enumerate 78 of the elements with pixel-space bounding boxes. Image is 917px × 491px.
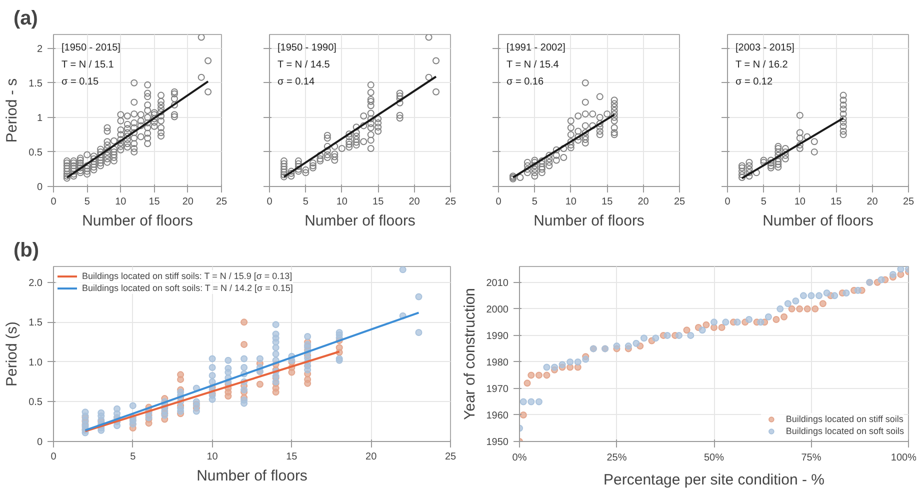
y-tick-label: 2 [36,44,43,55]
y-tick-label: 1970 [486,384,509,395]
x-tick-label: 0 [50,196,57,208]
x-tick-label: 10 [206,452,218,462]
chart-title: (a) [14,8,38,30]
annotation: T = N / 15.4 [506,60,560,70]
x-tick-label: 5 [130,452,136,462]
chart-title: (b) [14,240,40,262]
legend-label: Buildings located on stiff soils: T = N / 15.9 [σ = 0.13] [82,270,292,282]
x-tick-label: 15 [830,196,842,208]
y-tick-label: 1 [36,112,43,124]
y-axis-title: Year of construction [461,288,478,420]
annotation: T = N / 16.2 [736,60,788,70]
y-tick-label: 2.0 [28,278,43,289]
x-tick-label: 25 [216,196,228,208]
x-tick-label: 15 [602,196,614,208]
x-tick-label: 25 [444,196,456,208]
x-axis-title: Number of floors [304,212,416,230]
annotation: σ = 0.15 [62,76,99,88]
x-tick-label: 25 [674,196,686,208]
x-tick-label: 25% [606,452,627,464]
annotation: T = N / 15.1 [62,60,114,70]
y-tick-label: 1.5 [28,78,43,90]
annotation: σ = 0.12 [736,76,773,88]
annotation: [2003 - 2015] [736,42,795,54]
x-tick-label: 0 [724,196,731,208]
x-tick-label: 5 [532,196,538,208]
x-tick-label: 100% [890,452,917,464]
y-tick-label: 1.5 [28,318,43,329]
x-tick-label: 20 [182,196,194,208]
x-tick-label: 5 [760,196,767,208]
x-tick-label: 25 [902,196,914,208]
x-axis-title: Percentage per site condition - % [604,472,824,488]
x-tick-label: 15 [372,196,384,208]
y-tick-label: 1990 [486,330,509,342]
y-tick-label: 2010 [486,278,509,289]
x-tick-label: 0% [512,452,527,464]
y-tick-label: 0 [36,437,43,448]
x-tick-label: 15 [148,196,160,208]
y-axis-title: Period (s) [4,321,21,387]
x-tick-label: 0 [50,452,57,462]
x-tick-label: 20 [366,452,378,462]
x-tick-label: 0 [266,196,273,208]
annotation: σ = 0.16 [506,76,544,88]
x-tick-label: 5 [302,196,309,208]
y-tick-label: 1980 [486,357,509,368]
y-tick-label: 0.5 [28,147,43,158]
x-tick-label: 25 [444,452,456,462]
x-tick-label: 20 [408,196,420,208]
x-tick-label: 50% [704,452,724,464]
y-tick-label: 0 [36,182,43,193]
x-tick-label: 75% [801,452,822,464]
x-tick-label: 5 [84,196,90,208]
annotation: [1991 - 2002] [506,42,566,54]
x-tick-label: 20 [638,196,650,208]
annotation: T = N / 14.5 [278,60,330,70]
annotation: [1950 - 1990] [278,42,337,54]
x-tick-label: 10 [115,196,127,208]
y-axis-title: Period - s [4,78,21,143]
x-axis-title: Number of floors [762,212,874,230]
x-tick-label: 20 [866,196,878,208]
annotation: [1950 - 2015] [62,42,121,54]
y-tick-label: 2000 [486,304,509,316]
y-tick-label: 0.5 [28,397,43,408]
y-tick-label: 1950 [486,437,509,448]
legend-label: Buildings located on soft soils: T = N / 14.2 [σ = 0.15] [82,282,293,294]
y-tick-label: 1960 [486,410,509,422]
x-axis-title: Number of floors [196,468,308,484]
x-tick-label: 10 [794,196,806,208]
y-tick-label: 1.0 [28,357,43,368]
x-tick-label: 10 [565,196,577,208]
x-tick-label: 10 [336,196,348,208]
x-axis-title: Number of floors [534,212,644,230]
legend-label: Buildings located on soft soils [786,425,904,437]
legend-label: Buildings located on stiff soils [786,413,904,425]
x-tick-label: 15 [286,452,298,462]
annotation: σ = 0.14 [278,76,315,88]
x-axis-title: Number of floors [82,212,193,230]
